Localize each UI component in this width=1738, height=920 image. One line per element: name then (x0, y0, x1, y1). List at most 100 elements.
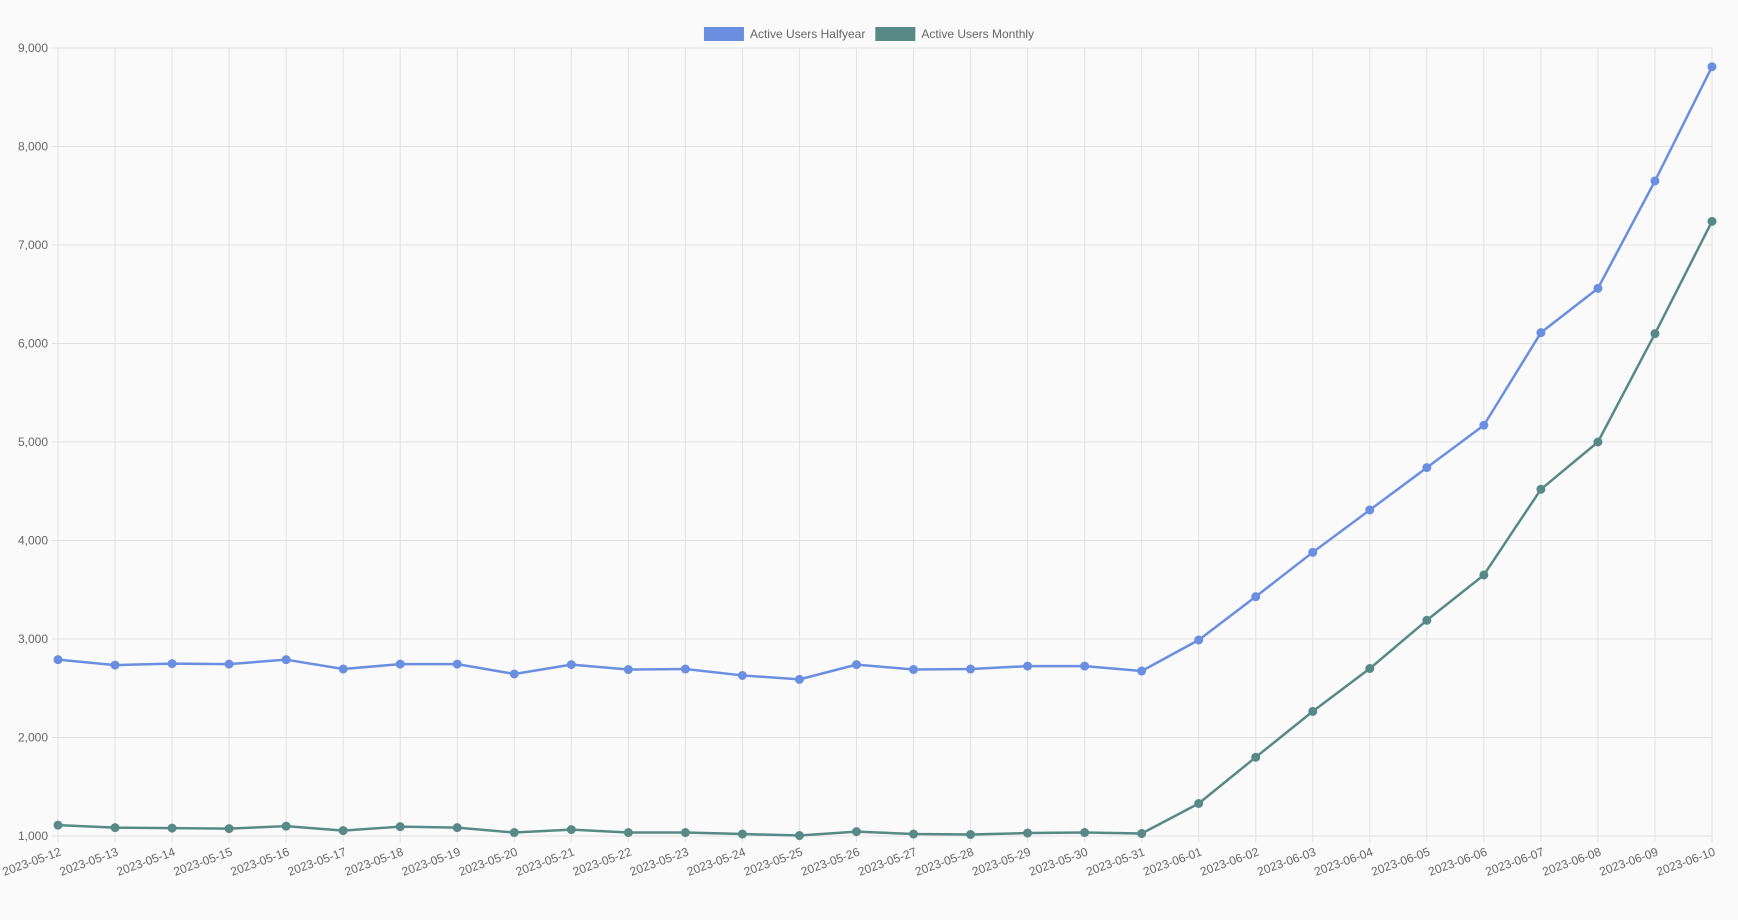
axes: 2023-05-122023-05-132023-05-142023-05-15… (1, 41, 1718, 879)
y-tick-label: 2,000 (18, 731, 48, 745)
data-point-monthly[interactable] (1251, 752, 1261, 762)
data-point-halfyear[interactable] (1194, 635, 1204, 645)
series-line-monthly (56, 220, 1714, 837)
data-point-monthly[interactable] (1593, 437, 1603, 447)
legend-swatch (875, 27, 916, 41)
data-point-monthly[interactable] (1422, 615, 1432, 625)
x-tick-label: 2023-06-06 (1426, 845, 1489, 879)
data-point-halfyear[interactable] (167, 659, 177, 669)
data-point-halfyear[interactable] (1137, 666, 1147, 676)
data-point-halfyear[interactable] (1080, 661, 1090, 671)
data-point-monthly[interactable] (1308, 706, 1318, 716)
x-tick-label: 2023-06-04 (1312, 845, 1375, 879)
data-point-halfyear[interactable] (851, 660, 861, 670)
data-point-halfyear[interactable] (281, 655, 291, 665)
data-point-halfyear[interactable] (1479, 420, 1489, 430)
x-tick-label: 2023-06-03 (1255, 845, 1318, 879)
data-point-halfyear[interactable] (623, 665, 633, 675)
series-line-halfyear (56, 65, 1714, 681)
data-point-monthly[interactable] (1194, 798, 1204, 808)
data-point-monthly[interactable] (851, 827, 861, 837)
data-point-halfyear[interactable] (1707, 62, 1717, 72)
data-point-monthly[interactable] (623, 828, 633, 838)
data-point-monthly[interactable] (737, 829, 747, 839)
data-point-halfyear[interactable] (1650, 176, 1660, 186)
data-point-halfyear[interactable] (110, 660, 120, 670)
y-tick-label: 1,000 (18, 829, 48, 843)
data-point-halfyear[interactable] (1593, 283, 1603, 293)
data-point-monthly[interactable] (395, 822, 405, 832)
data-point-halfyear[interactable] (224, 659, 234, 669)
data-point-monthly[interactable] (1650, 329, 1660, 339)
data-point-monthly[interactable] (338, 826, 348, 836)
y-tick-label: 5,000 (18, 435, 48, 449)
x-tick-label: 2023-05-15 (172, 845, 235, 879)
x-tick-label: 2023-05-18 (343, 845, 406, 879)
legend[interactable]: Active Users Halfyear Active Users Monthl… (703, 27, 1034, 41)
y-tick-label: 9,000 (18, 41, 48, 55)
data-point-halfyear[interactable] (338, 664, 348, 674)
x-tick-label: 2023-05-30 (1027, 845, 1090, 879)
x-tick-label: 2023-05-26 (799, 845, 862, 879)
data-point-monthly[interactable] (281, 821, 291, 831)
x-tick-label: 2023-05-22 (571, 845, 634, 879)
data-point-halfyear[interactable] (1365, 505, 1375, 515)
x-tick-label: 2023-06-02 (1198, 845, 1261, 879)
data-point-halfyear[interactable] (1023, 661, 1033, 671)
y-tick-label: 3,000 (18, 632, 48, 646)
data-point-halfyear[interactable] (509, 669, 519, 679)
data-point-monthly[interactable] (1707, 216, 1717, 226)
data-point-monthly[interactable] (224, 824, 234, 834)
data-point-monthly[interactable] (452, 823, 462, 833)
x-tick-label: 2023-05-14 (115, 845, 178, 879)
data-point-monthly[interactable] (53, 820, 63, 830)
data-point-halfyear[interactable] (1308, 547, 1318, 557)
x-tick-label: 2023-05-24 (685, 845, 748, 879)
data-point-halfyear[interactable] (1422, 463, 1432, 473)
data-point-monthly[interactable] (167, 823, 177, 833)
x-tick-label: 2023-05-12 (1, 845, 64, 879)
data-point-halfyear[interactable] (1536, 328, 1546, 338)
legend-item-monthly[interactable]: Active Users Monthly (875, 27, 1034, 41)
data-point-halfyear[interactable] (909, 665, 919, 675)
x-tick-label: 2023-05-29 (970, 845, 1033, 879)
data-point-monthly[interactable] (1536, 484, 1546, 494)
x-tick-label: 2023-05-19 (400, 845, 463, 879)
x-tick-label: 2023-05-25 (742, 845, 805, 879)
data-point-halfyear[interactable] (680, 664, 690, 674)
y-tick-label: 8,000 (18, 140, 48, 154)
data-point-monthly[interactable] (1479, 570, 1489, 580)
legend-swatch (703, 27, 744, 41)
data-point-monthly[interactable] (1365, 664, 1375, 674)
data-point-halfyear[interactable] (737, 670, 747, 680)
data-point-monthly[interactable] (509, 828, 519, 838)
x-tick-label: 2023-05-17 (286, 845, 349, 879)
grid-lines (52, 47, 1713, 842)
data-point-halfyear[interactable] (53, 655, 63, 665)
data-point-halfyear[interactable] (395, 659, 405, 669)
x-tick-label: 2023-05-23 (628, 845, 691, 879)
x-tick-label: 2023-06-08 (1540, 845, 1603, 879)
data-point-halfyear[interactable] (452, 659, 462, 669)
y-tick-label: 6,000 (18, 337, 48, 351)
data-point-monthly[interactable] (566, 825, 576, 835)
data-point-monthly[interactable] (680, 828, 690, 838)
data-point-halfyear[interactable] (566, 660, 576, 670)
legend-item-halfyear[interactable]: Active Users Halfyear (703, 27, 865, 41)
data-point-halfyear[interactable] (794, 674, 804, 684)
data-point-halfyear[interactable] (1251, 592, 1261, 602)
x-tick-label: 2023-05-31 (1084, 845, 1147, 879)
data-point-monthly[interactable] (966, 830, 976, 840)
data-point-monthly[interactable] (794, 831, 804, 841)
data-point-monthly[interactable] (1080, 828, 1090, 838)
series-lines (53, 62, 1717, 841)
data-point-monthly[interactable] (1023, 828, 1033, 838)
x-tick-label: 2023-05-13 (58, 845, 121, 879)
x-tick-label: 2023-05-20 (457, 845, 520, 879)
data-point-monthly[interactable] (110, 823, 120, 833)
data-point-monthly[interactable] (1137, 829, 1147, 839)
y-tick-label: 4,000 (18, 534, 48, 548)
data-point-monthly[interactable] (909, 829, 919, 839)
data-point-halfyear[interactable] (966, 664, 976, 674)
